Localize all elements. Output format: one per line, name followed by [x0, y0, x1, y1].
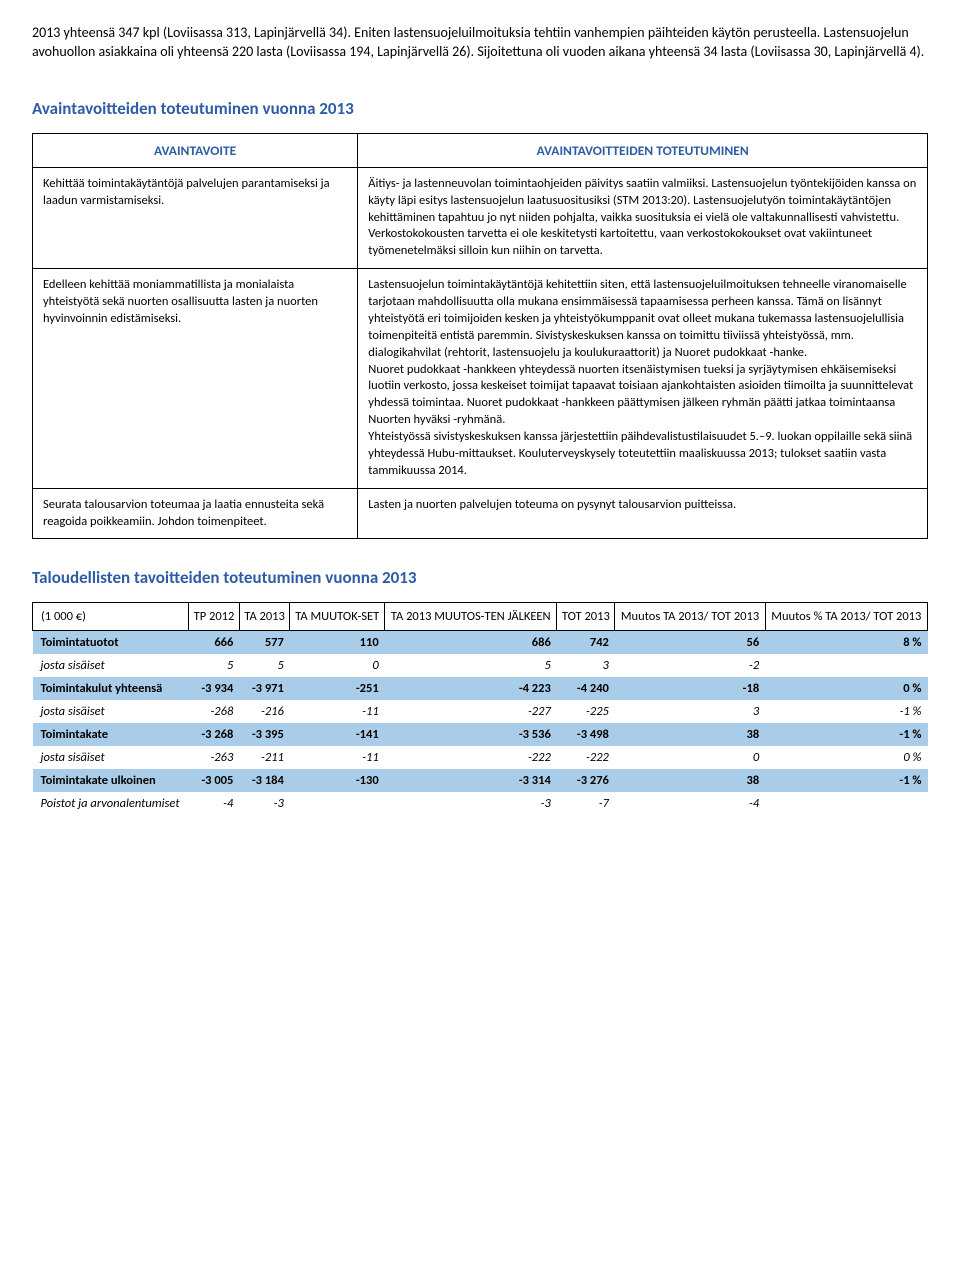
fin-cell: 5	[189, 654, 240, 677]
fin-col-header: TP 2012	[189, 603, 240, 631]
fin-cell: -3 971	[239, 677, 290, 700]
fin-cell: 3	[615, 700, 765, 723]
fin-cell: -263	[189, 746, 240, 769]
fin-heading: Taloudellisten tavoitteiden toteutuminen…	[32, 567, 928, 588]
fin-row-label: Toimintakulut yhteensä	[33, 677, 189, 700]
goal-result-cell: Lastensuojelun toimintakäytäntöjä kehite…	[358, 269, 928, 489]
fin-cell: -225	[557, 700, 615, 723]
fin-row-label: Toimintakate ulkoinen	[33, 769, 189, 792]
fin-col-header: TA 2013	[239, 603, 290, 631]
fin-cell: -3 184	[239, 769, 290, 792]
fin-row-label: josta sisäiset	[33, 700, 189, 723]
fin-cell: -222	[557, 746, 615, 769]
fin-cell: -130	[290, 769, 385, 792]
fin-col-header: Muutos TA 2013/ TOT 2013	[615, 603, 765, 631]
fin-row-label: josta sisäiset	[33, 746, 189, 769]
fin-cell: -18	[615, 677, 765, 700]
goals-heading: Avaintavoitteiden toteutuminen vuonna 20…	[32, 98, 928, 119]
goal-result-cell: Äitiys- ja lastenneuvolan toimintaohjeid…	[358, 167, 928, 268]
fin-cell: 0	[290, 654, 385, 677]
fin-cell: 0	[615, 746, 765, 769]
fin-cell: 0 %	[765, 677, 927, 700]
fin-cell: -7	[557, 792, 615, 815]
fin-cell: 742	[557, 631, 615, 655]
fin-cell	[765, 792, 927, 815]
fin-cell: -251	[290, 677, 385, 700]
goal-cell: Kehittää toimintakäytäntöjä palvelujen p…	[33, 167, 358, 268]
fin-cell: 666	[189, 631, 240, 655]
fin-cell: -2	[615, 654, 765, 677]
fin-cell: -1 %	[765, 723, 927, 746]
goals-col1-header: AVAINTAVOITE	[33, 133, 358, 167]
fin-cell: -3 536	[385, 723, 557, 746]
fin-cell: -3 005	[189, 769, 240, 792]
fin-cell: -4	[615, 792, 765, 815]
fin-cell: -216	[239, 700, 290, 723]
fin-cell: 8 %	[765, 631, 927, 655]
fin-cell: -3 268	[189, 723, 240, 746]
fin-cell	[290, 792, 385, 815]
fin-cell: 0 %	[765, 746, 927, 769]
goal-cell: Seurata talousarvion toteumaa ja laatia …	[33, 488, 358, 539]
fin-row-label: Poistot ja arvonalentumiset	[33, 792, 189, 815]
fin-cell: 56	[615, 631, 765, 655]
fin-cell: -4 223	[385, 677, 557, 700]
fin-cell: -1 %	[765, 700, 927, 723]
fin-col-header: TOT 2013	[557, 603, 615, 631]
fin-cell: -222	[385, 746, 557, 769]
fin-unit-label: (1 000 €)	[33, 603, 189, 631]
fin-cell: -4 240	[557, 677, 615, 700]
fin-cell: 5	[385, 654, 557, 677]
fin-cell: -3 934	[189, 677, 240, 700]
fin-row-label: josta sisäiset	[33, 654, 189, 677]
fin-cell: 38	[615, 769, 765, 792]
fin-cell: 686	[385, 631, 557, 655]
fin-cell: 577	[239, 631, 290, 655]
fin-row-label: Toimintakate	[33, 723, 189, 746]
fin-cell: -227	[385, 700, 557, 723]
goal-result-cell: Lasten ja nuorten palvelujen toteuma on …	[358, 488, 928, 539]
intro-paragraph: 2013 yhteensä 347 kpl (Loviisassa 313, L…	[32, 24, 928, 62]
goals-col2-header: AVAINTAVOITTEIDEN TOTEUTUMINEN	[358, 133, 928, 167]
fin-table: (1 000 €) TP 2012TA 2013TA MUUTOK-SETTA …	[32, 602, 928, 815]
fin-cell: -11	[290, 746, 385, 769]
fin-cell: -4	[189, 792, 240, 815]
fin-cell: -3	[239, 792, 290, 815]
fin-cell: -211	[239, 746, 290, 769]
fin-col-header: TA 2013 MUUTOS-TEN JÄLKEEN	[385, 603, 557, 631]
fin-cell: -268	[189, 700, 240, 723]
fin-cell: -3 276	[557, 769, 615, 792]
fin-cell: 38	[615, 723, 765, 746]
fin-cell: -11	[290, 700, 385, 723]
fin-cell: -3 395	[239, 723, 290, 746]
fin-cell: -3 498	[557, 723, 615, 746]
fin-cell: -1 %	[765, 769, 927, 792]
goals-table: AVAINTAVOITE AVAINTAVOITTEIDEN TOTEUTUMI…	[32, 133, 928, 540]
goal-cell: Edelleen kehittää moniammatillista ja mo…	[33, 269, 358, 489]
fin-cell: 3	[557, 654, 615, 677]
fin-cell: -141	[290, 723, 385, 746]
fin-cell: -3 314	[385, 769, 557, 792]
fin-col-header: Muutos % TA 2013/ TOT 2013	[765, 603, 927, 631]
fin-cell: -3	[385, 792, 557, 815]
fin-row-label: Toimintatuotot	[33, 631, 189, 655]
fin-col-header: TA MUUTOK-SET	[290, 603, 385, 631]
fin-cell: 5	[239, 654, 290, 677]
fin-cell: 110	[290, 631, 385, 655]
fin-cell	[765, 654, 927, 677]
